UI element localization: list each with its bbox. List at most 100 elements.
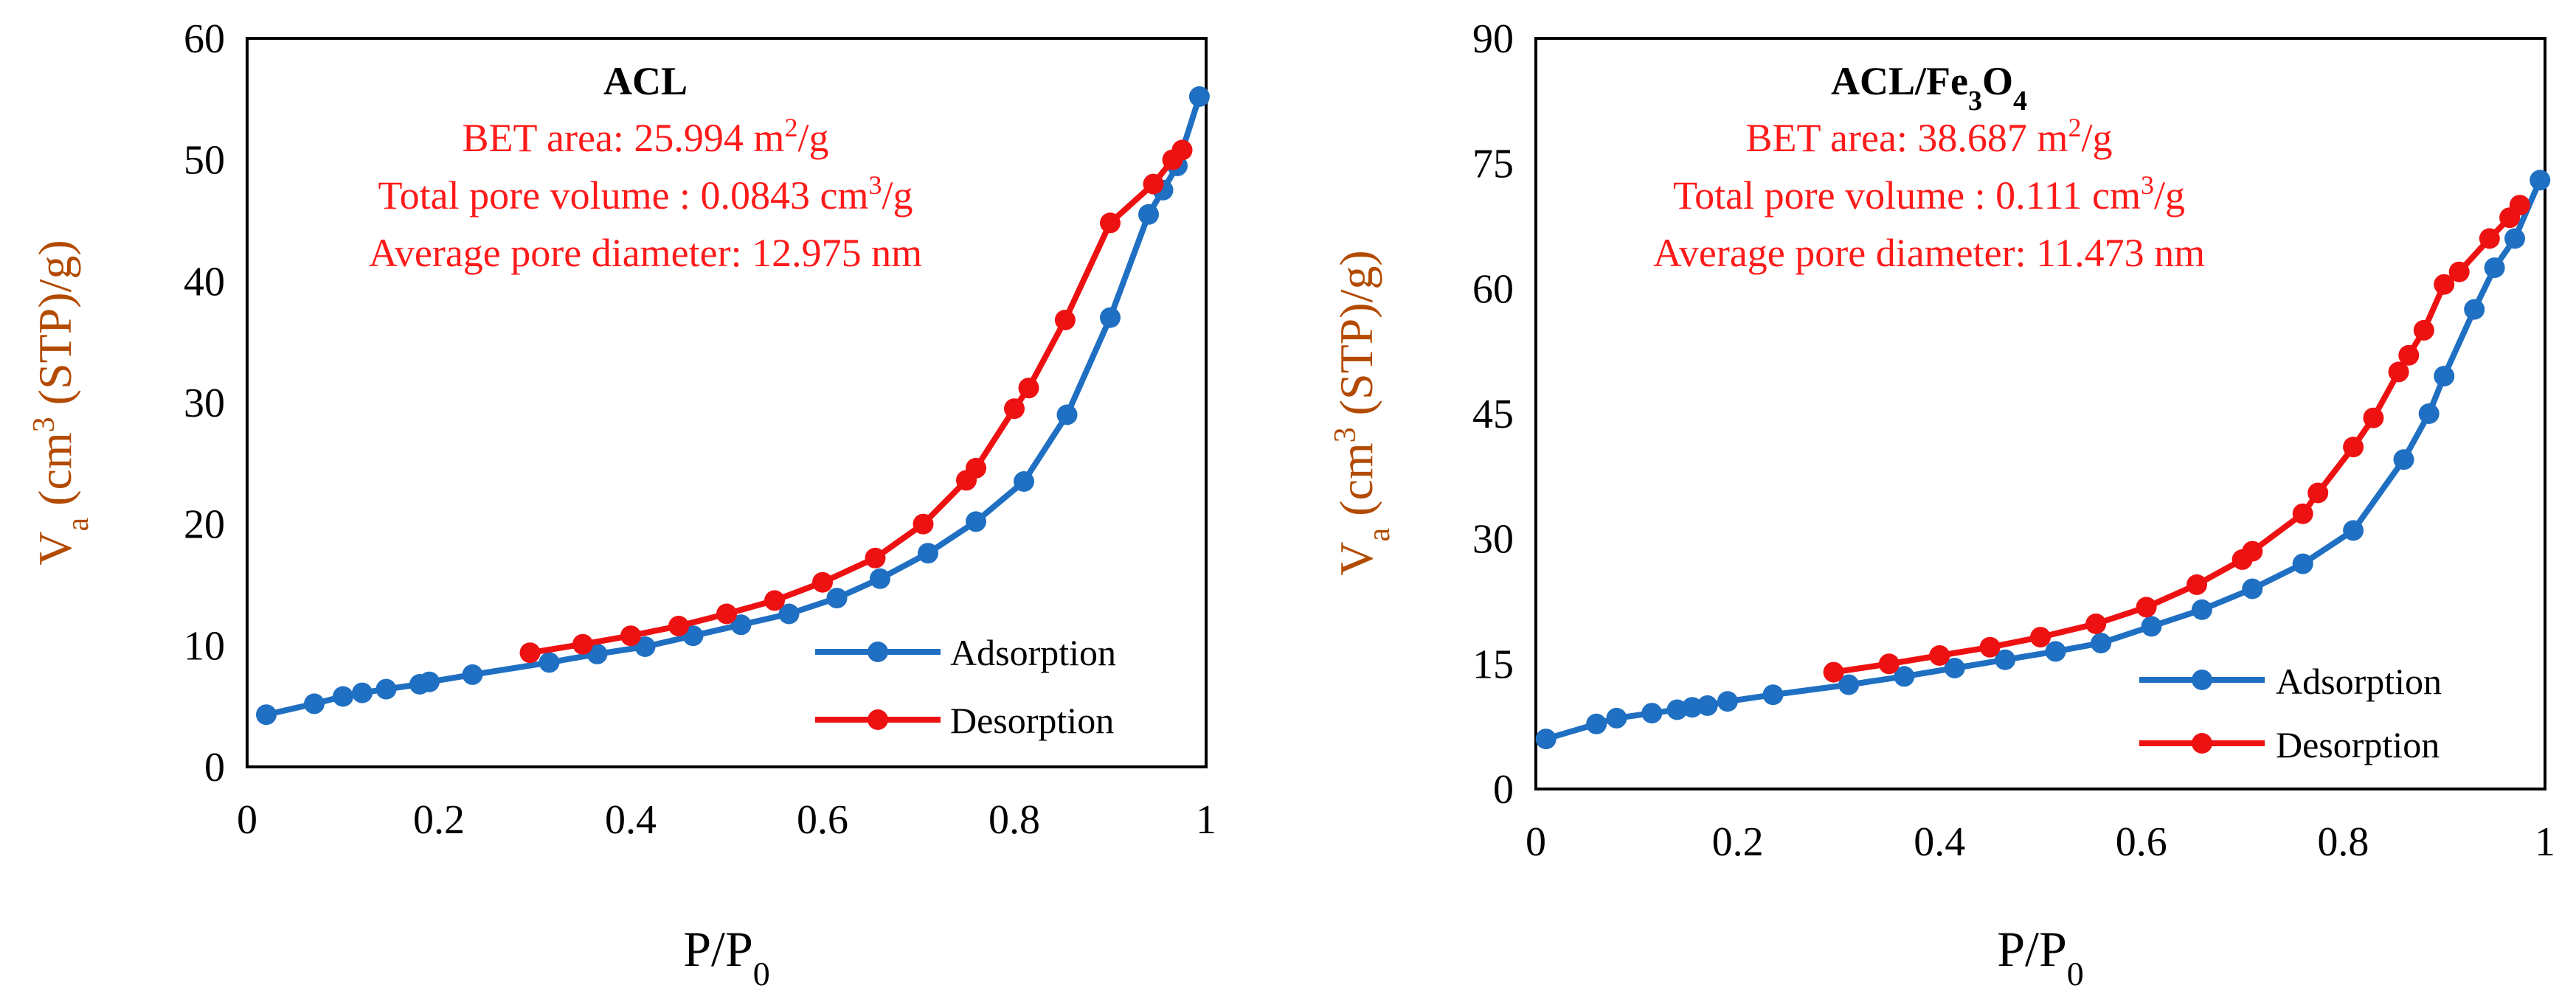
adsorption-point (1138, 204, 1159, 225)
x-tick-labels: 0 0.2 0.4 0.6 0.8 1 (1526, 819, 2555, 865)
desorption-point (2363, 407, 2384, 428)
adsorption-point (352, 682, 373, 703)
y-tick-label: 90 (1472, 16, 1514, 62)
annotation-pore-volume: Total pore volume : 0.111 cm3/g (1673, 170, 2185, 218)
adsorption-point (419, 671, 440, 692)
desorption-point (716, 603, 737, 625)
desorption-point (2187, 574, 2207, 595)
y-tick-label: 20 (184, 502, 225, 548)
adsorption-point (1682, 697, 1703, 718)
annotation-pore-volume: Total pore volume : 0.0843 cm3/g (378, 170, 913, 218)
adsorption-point (256, 704, 277, 726)
desorption-point (1143, 173, 1164, 195)
y-tick-labels: 0 15 30 45 60 75 90 (1472, 16, 1514, 813)
series-layer (1535, 170, 2551, 750)
x-axis-title: P/P0 (1997, 921, 2084, 993)
adsorption-point (2091, 633, 2112, 654)
x-tick-labels: 0 0.2 0.4 0.6 0.8 1 (237, 797, 1216, 843)
desorption-point (865, 547, 886, 569)
desorption-point (966, 457, 986, 479)
desorption-point (2509, 195, 2530, 216)
legend-adsorption-marker (868, 642, 888, 662)
desorption-point (620, 625, 641, 647)
legend-adsorption-marker (2192, 670, 2212, 690)
adsorption-point (1641, 703, 1663, 724)
y-tick-label: 30 (184, 380, 225, 426)
x-tick-label: 0.8 (988, 797, 1040, 843)
x-tick-label: 0.2 (1712, 819, 1764, 865)
desorption-point (2388, 361, 2409, 383)
legend-desorption-marker (2192, 733, 2212, 754)
adsorption-point (2434, 366, 2455, 387)
x-tick-label: 0.6 (2116, 819, 2167, 865)
adsorption-point (1944, 658, 1965, 678)
x-tick-label: 0.2 (413, 797, 465, 843)
y-tick-label: 30 (1472, 517, 1514, 563)
adsorption-point (1838, 674, 1860, 695)
adsorption-point (2504, 228, 2525, 249)
x-axis-title: P/P0 (683, 921, 770, 993)
adsorption-point (2393, 449, 2414, 470)
y-tick-label: 45 (1472, 392, 1514, 437)
adsorption-point (2484, 257, 2505, 279)
adsorption-point (1995, 649, 2016, 670)
adsorption-point (730, 614, 752, 636)
adsorption-point (2343, 520, 2364, 541)
adsorption-point (1188, 86, 1210, 107)
desorption-point (2413, 319, 2434, 341)
desorption-point (519, 642, 541, 664)
chart-title: ACL (603, 59, 688, 103)
x-tick-label: 0 (1526, 819, 1546, 865)
x-tick-label: 0.4 (605, 797, 657, 843)
desorption-point (2242, 541, 2263, 562)
desorption-point (1018, 378, 1039, 399)
y-tick-label: 60 (1472, 266, 1514, 312)
adsorption-point (826, 588, 848, 609)
y-tick-labels: 0 10 20 30 40 50 60 (184, 16, 225, 790)
desorption-point (2398, 344, 2420, 366)
x-tick-label: 0.4 (1914, 819, 1965, 865)
annotation-pore-diameter: Average pore diameter: 11.473 nm (1653, 231, 2205, 275)
adsorption-point (1586, 713, 1607, 734)
annotation-bet-area: BET area: 25.994 m2/g (463, 113, 829, 160)
adsorption-point (1717, 691, 1738, 712)
adsorption-point (1535, 729, 1557, 750)
adsorption-point (2242, 578, 2263, 599)
y-tick-label: 60 (184, 16, 225, 62)
adsorption-point (1697, 695, 1718, 716)
desorption-point (1823, 661, 1844, 683)
desorption-point (2479, 228, 2500, 249)
desorption-series-line (529, 147, 1185, 656)
adsorption-point (1056, 404, 1078, 425)
adsorption-point (1606, 707, 1627, 729)
desorption-point (1054, 310, 1076, 330)
y-axis-title: Va (cm3 (STP)/g) (1329, 250, 1396, 575)
x-tick-label: 0 (237, 797, 257, 843)
y-tick-label: 10 (184, 623, 225, 669)
x-tick-label: 1 (1196, 797, 1216, 843)
desorption-point (572, 633, 593, 655)
desorption-point (2307, 482, 2329, 504)
acl-fe3o4-chart: 0 15 30 45 60 75 90 0 0.2 0.4 0.6 0.8 1 Va (cm3 (ST… (1329, 16, 2555, 993)
y-tick-label: 0 (1493, 767, 1514, 813)
desorption-point (1979, 636, 2001, 658)
adsorption-point (966, 511, 986, 532)
chart-title: ACL/Fe3O4 (1831, 59, 2027, 117)
adsorption-point (2292, 553, 2313, 574)
adsorption-point (2191, 599, 2212, 620)
desorption-point (2343, 437, 2364, 458)
desorption-point (2030, 627, 2051, 648)
adsorption-point (2530, 170, 2551, 191)
desorption-point (1004, 398, 1025, 420)
desorption-point (2292, 503, 2313, 524)
desorption-point (2448, 261, 2470, 282)
y-tick-label: 40 (184, 259, 225, 305)
adsorption-point (1762, 684, 1784, 706)
adsorption-point (539, 652, 560, 673)
series-layer (256, 86, 1210, 726)
acl-chart: 0 10 20 30 40 50 60 0 0.2 0.4 0.6 0.8 1 Va (cm3 (ST… (27, 16, 1216, 993)
legend-desorption-label: Desorption (2276, 724, 2440, 765)
annotation-bet-area: BET area: 38.687 m2/g (1746, 113, 2113, 160)
adsorption-point (333, 686, 353, 707)
